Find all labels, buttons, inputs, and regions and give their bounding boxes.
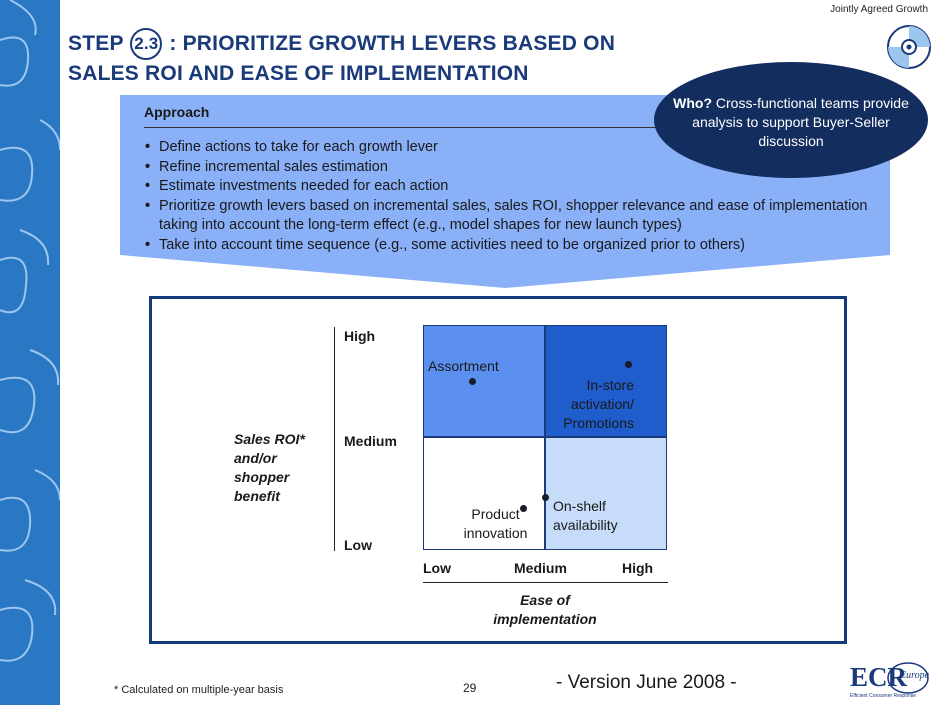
approach-bullet: Take into account time sequence (e.g., s… — [144, 236, 884, 256]
ecr-logo-sub: Europe — [900, 670, 930, 681]
item-assortment-label: Assortment — [428, 358, 499, 374]
x-tick-medium: Medium — [514, 560, 567, 576]
quadrant-top-left — [423, 325, 545, 437]
x-axis-label: Ease of implementation — [493, 592, 597, 627]
step-number-badge: 2.3 — [130, 28, 163, 60]
title-line-2: SALES ROI AND EASE OF IMPLEMENTATION — [68, 62, 529, 85]
approach-title: Approach — [144, 104, 210, 120]
item-product-innovation-dot — [520, 505, 527, 512]
title-suffix: : PRIORITIZE GROWTH LEVERS BASED ON — [169, 32, 616, 55]
x-tick-high: High — [622, 560, 654, 576]
approach-divider — [144, 127, 744, 128]
ecr-logo-text: ECR — [850, 662, 908, 692]
who-callout: Who? Cross-functional teams provide anal… — [654, 62, 928, 178]
cd-icon — [886, 24, 932, 75]
who-callout-bold: Who? — [673, 95, 712, 111]
x-axis-line — [423, 582, 668, 583]
footnote: * Calculated on multiple-year basis — [114, 684, 284, 696]
item-in-store-dot — [625, 361, 632, 368]
y-axis-label: Sales ROI* and/or shopper benefit — [234, 431, 305, 504]
y-tick-high: High — [344, 328, 376, 344]
item-on-shelf-dot — [542, 494, 549, 501]
y-tick-low: Low — [344, 537, 372, 553]
ecr-logo-tagline: Efficient Consumer Response — [850, 693, 917, 699]
ecr-logo: ECR Europe Efficient Consumer Response — [850, 660, 930, 702]
puzzle-strip-decoration — [0, 0, 60, 705]
x-tick-low: Low — [423, 560, 451, 576]
who-callout-text: Cross-functional teams provide analysis … — [692, 95, 909, 149]
item-assortment-dot — [469, 378, 476, 385]
approach-bullet: Refine incremental sales estimation — [144, 158, 884, 178]
title-prefix: STEP — [68, 32, 124, 55]
section-tag: Jointly Agreed Growth — [830, 4, 928, 15]
y-axis-line — [334, 327, 335, 551]
approach-bullet: Prioritize growth levers based on increm… — [144, 197, 884, 236]
item-in-store-label: In-store activation/ Promotions — [563, 377, 634, 431]
page-number: 29 — [463, 681, 477, 695]
item-product-innovation-label: Product innovation — [463, 506, 528, 541]
quadrant-bottom-right — [545, 437, 667, 550]
y-tick-medium: Medium — [344, 433, 397, 449]
quadrant-bottom-left — [423, 437, 545, 550]
page-title: STEP 2.3 : PRIORITIZE GROWTH LEVERS BASE… — [68, 28, 728, 87]
version-label: - Version June 2008 - — [556, 672, 737, 693]
approach-bullet: Define actions to take for each growth l… — [144, 138, 884, 158]
approach-bullet: Estimate investments needed for each act… — [144, 177, 884, 197]
quadrant-top-right — [545, 325, 667, 437]
approach-bullet-list: Define actions to take for each growth l… — [144, 138, 884, 255]
item-on-shelf-label: On-shelf availability — [553, 498, 618, 533]
